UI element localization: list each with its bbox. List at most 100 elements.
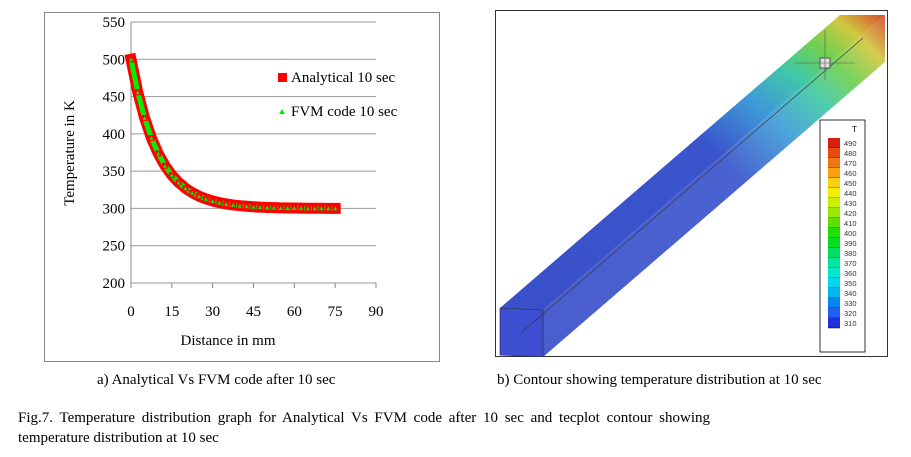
- legend-color-swatch: [828, 318, 840, 328]
- fvm-point: [197, 194, 202, 199]
- legend-color-swatch: [828, 198, 840, 208]
- bar-side-face: [543, 15, 885, 357]
- caption-a: a) Analytical Vs FVM code after 10 sec: [97, 372, 336, 388]
- legend-level-label: 460: [844, 169, 857, 178]
- fvm-point: [244, 204, 249, 209]
- fvm-point: [326, 206, 331, 211]
- caption-b: b) Contour showing temperature distribut…: [497, 372, 822, 388]
- fvm-point: [203, 196, 208, 201]
- fvm-point: [149, 135, 154, 140]
- legend-color-swatch: [828, 298, 840, 308]
- legend-color-swatch: [828, 238, 840, 248]
- x-tick-label: 30: [205, 304, 220, 320]
- legend-label-fvm: FVM code 10 sec: [291, 104, 398, 120]
- legend-level-label: 400: [844, 229, 857, 238]
- y-tick-label: 550: [103, 15, 126, 31]
- legend-level-label: 430: [844, 199, 857, 208]
- legend-level-label: 420: [844, 209, 857, 218]
- legend-level-label: 440: [844, 189, 857, 198]
- figure-caption-line1: Fig.7. Temperature distribution graph fo…: [18, 410, 711, 426]
- y-tick-label: 300: [103, 201, 126, 217]
- legend-level-label: 410: [844, 219, 857, 228]
- legend-level-label: 450: [844, 179, 857, 188]
- y-axis-label: Temperature in K: [62, 100, 78, 206]
- fvm-point: [278, 205, 283, 210]
- legend-level-label: 370: [844, 259, 857, 268]
- y-tick-label: 250: [103, 239, 126, 255]
- fvm-point: [299, 206, 304, 211]
- fvm-point: [305, 206, 310, 211]
- x-axis-label: Distance in mm: [181, 333, 276, 349]
- fvm-point: [292, 206, 297, 211]
- fvm-point: [176, 180, 181, 185]
- legend-level-label: 390: [844, 239, 857, 248]
- legend-level-label: 380: [844, 249, 857, 258]
- legend-level-label: 480: [844, 149, 857, 158]
- fvm-point: [231, 202, 236, 207]
- fvm-point: [169, 173, 174, 178]
- legend-color-swatch: [828, 258, 840, 268]
- x-tick-label: 90: [369, 304, 384, 320]
- fvm-point: [129, 57, 133, 62]
- fvm-point: [312, 206, 317, 211]
- fvm-point: [190, 190, 195, 195]
- legend-color-swatch: [828, 148, 840, 158]
- fvm-point: [237, 203, 242, 208]
- fvm-point: [265, 205, 270, 210]
- legend-level-label: 320: [844, 309, 857, 318]
- fvm-point: [251, 204, 256, 209]
- legend-level-label: 350: [844, 279, 857, 288]
- fvm-point: [285, 205, 290, 210]
- fvm-point: [258, 205, 263, 210]
- legend-level-label: 490: [844, 139, 857, 148]
- y-tick-label: 200: [103, 276, 126, 292]
- legend-color-swatch: [828, 158, 840, 168]
- fvm-point: [319, 206, 324, 211]
- legend-color-swatch: [828, 228, 840, 238]
- legend-color-swatch: [828, 268, 840, 278]
- fvm-point: [142, 115, 147, 120]
- legend-color-swatch: [828, 308, 840, 318]
- legend-level-label: 340: [844, 289, 857, 298]
- x-tick-label: 45: [246, 304, 261, 320]
- fvm-point: [333, 206, 338, 211]
- fvm-point: [183, 186, 188, 191]
- color-legend: T 49048047046045044043042041040039038037…: [819, 119, 866, 353]
- legend-title: T: [852, 125, 857, 134]
- fvm-point: [271, 205, 276, 210]
- fvm-point: [210, 198, 215, 203]
- bar-centerline: [521, 37, 864, 333]
- legend-level-label: 360: [844, 269, 857, 278]
- legend-level-label: 330: [844, 299, 857, 308]
- legend-color-swatch: [828, 188, 840, 198]
- fvm-point: [224, 201, 229, 206]
- bar-top-face: [500, 15, 885, 310]
- legend-level-label: 310: [844, 319, 857, 328]
- legend-label-analytical: Analytical 10 sec: [291, 70, 395, 86]
- legend-color-swatch: [828, 288, 840, 298]
- contour-plot: T 49048047046045044043042041040039038037…: [499, 15, 885, 357]
- x-tick-label: 15: [164, 304, 179, 320]
- x-tick-label: 75: [328, 304, 343, 320]
- fvm-point: [135, 90, 140, 95]
- legend-color-swatch: [828, 178, 840, 188]
- legend-color-swatch: [828, 138, 840, 148]
- legend-color-swatch: [828, 208, 840, 218]
- line-chart: 200 250 300 350 400 450 500 550 0 15 30 45 60 75 90 Te…: [62, 15, 398, 349]
- fvm-point: [163, 163, 168, 168]
- legend-level-label: 470: [844, 159, 857, 168]
- fvm-point: [156, 151, 161, 156]
- y-tick-label: 500: [103, 52, 126, 68]
- legend-swatch-fvm: [279, 109, 285, 114]
- y-tick-label: 400: [103, 127, 126, 143]
- y-tick-label: 450: [103, 90, 126, 106]
- legend-color-swatch: [828, 218, 840, 228]
- legend-swatch-analytical: [278, 73, 287, 82]
- fvm-point: [217, 200, 222, 205]
- x-tick-label: 0: [127, 304, 135, 320]
- legend-color-swatch: [828, 168, 840, 178]
- y-tick-label: 350: [103, 164, 126, 180]
- figure-caption-line2: temperature distribution at 10 sec: [18, 430, 219, 446]
- bar-front-face: [499, 307, 544, 357]
- x-tick-label: 60: [287, 304, 302, 320]
